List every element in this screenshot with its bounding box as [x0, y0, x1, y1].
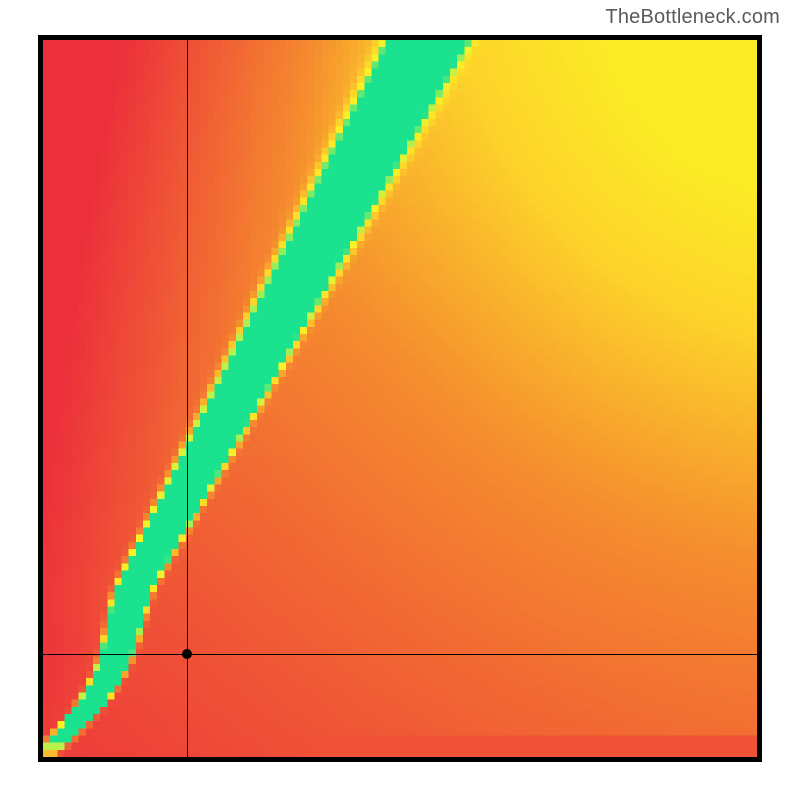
plot-border	[38, 35, 762, 762]
attribution-text: TheBottleneck.com	[605, 6, 780, 29]
figure-container: TheBottleneck.com	[0, 0, 800, 800]
